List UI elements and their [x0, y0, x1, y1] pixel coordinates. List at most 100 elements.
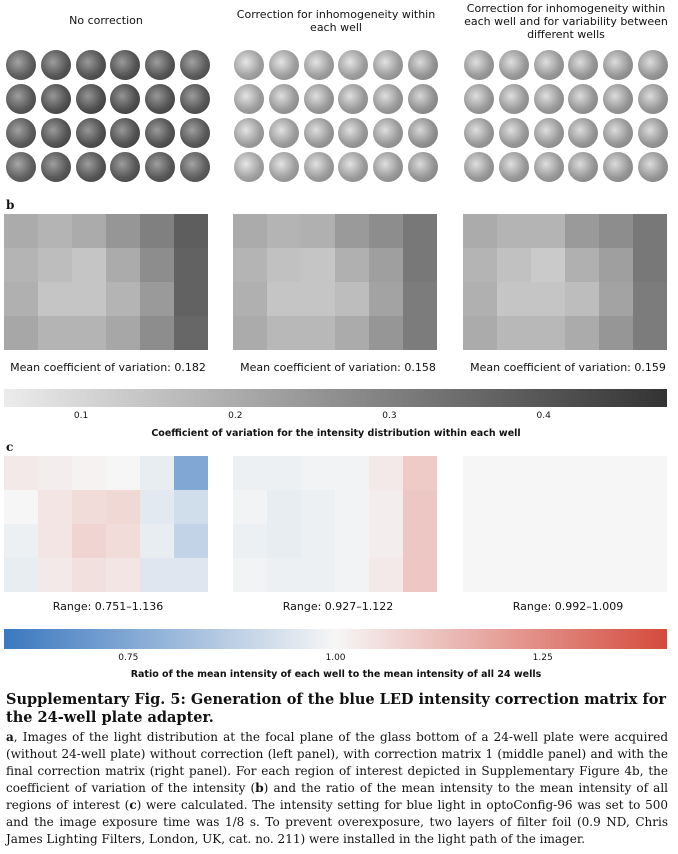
well-22: [110, 152, 141, 182]
well-14: [40, 118, 71, 148]
ratio-cell-23: [140, 558, 174, 592]
column-title-within-and-between: Correction for inhomogeneity within each…: [464, 2, 668, 41]
well-16: [568, 118, 599, 148]
ratio-cell-22: [335, 558, 369, 592]
ratio-cell-4: [335, 456, 369, 490]
cv-cell-6: [633, 214, 667, 248]
cv-cell-23: [599, 316, 633, 350]
cv-cell-21: [72, 316, 106, 350]
ratio-cell-6: [633, 456, 667, 490]
cv-colorbar-title: Coefficient of variation for the intensi…: [151, 428, 521, 439]
cv-cell-15: [72, 282, 106, 316]
ratio-cell-17: [599, 524, 633, 558]
well-6: [179, 50, 210, 80]
ratio-colorbar: [4, 629, 667, 649]
colorbar-tick-label: 0.4: [536, 411, 551, 421]
well-2: [268, 50, 299, 80]
cv-cell-9: [531, 248, 565, 282]
cv-cell-18: [633, 282, 667, 316]
cv-cell-5: [140, 214, 174, 248]
caption-label-b: b: [255, 781, 264, 795]
well-10: [338, 84, 369, 114]
colorbar-tick-label: 0.2: [228, 411, 243, 421]
cv-cell-2: [267, 214, 301, 248]
cv-cell-3: [531, 214, 565, 248]
ratio-cell-12: [403, 490, 437, 524]
cv-cell-13: [463, 282, 497, 316]
cv-cell-1: [463, 214, 497, 248]
well-10: [110, 84, 141, 114]
well-1: [464, 50, 495, 80]
well-17: [602, 118, 633, 148]
cv-cell-10: [335, 248, 369, 282]
well-18: [179, 118, 210, 148]
ratio-cell-14: [497, 524, 531, 558]
caption-title: Supplementary Fig. 5: Generation of the …: [6, 691, 667, 726]
well-6: [637, 50, 668, 80]
cv-cell-12: [174, 248, 208, 282]
ratio-cell-12: [174, 490, 208, 524]
cv-cell-22: [106, 316, 140, 350]
ratio-cell-9: [301, 490, 335, 524]
well-15: [303, 118, 334, 148]
ratio-cell-18: [174, 524, 208, 558]
cv-cell-6: [403, 214, 437, 248]
well-6: [407, 50, 438, 80]
cv-cell-17: [369, 282, 403, 316]
cv-cell-14: [267, 282, 301, 316]
ratio-cell-7: [233, 490, 267, 524]
well-3: [533, 50, 564, 80]
caption-label-c: c: [129, 798, 137, 812]
well-7: [464, 84, 495, 114]
ratio-cell-8: [267, 490, 301, 524]
ratio-cell-23: [599, 558, 633, 592]
ratio-cell-20: [267, 558, 301, 592]
well-24: [179, 152, 210, 182]
cv-cell-3: [301, 214, 335, 248]
cv-cell-17: [599, 282, 633, 316]
colorbar-tick-label: 0.3: [382, 411, 397, 421]
cv-cell-3: [72, 214, 106, 248]
ratio-cell-5: [599, 456, 633, 490]
well-12: [179, 84, 210, 114]
ratio-cell-18: [633, 524, 667, 558]
cv-cell-10: [565, 248, 599, 282]
cv-cell-21: [531, 316, 565, 350]
cv-cell-11: [369, 248, 403, 282]
well-21: [75, 152, 106, 182]
ratio-cell-3: [72, 456, 106, 490]
well-18: [637, 118, 668, 148]
ratio-cell-3: [301, 456, 335, 490]
well-7: [234, 84, 265, 114]
ratio-cell-24: [633, 558, 667, 592]
well-15: [533, 118, 564, 148]
caption-text-1: , Images of the light distribution at th…: [6, 730, 668, 795]
range-within-well: Range: 0.927–1.122: [282, 600, 394, 613]
cv-cell-7: [4, 248, 38, 282]
ratio-cell-2: [497, 456, 531, 490]
ratio-cell-23: [369, 558, 403, 592]
well-21: [533, 152, 564, 182]
ratio-cell-18: [403, 524, 437, 558]
cv-cell-20: [38, 316, 72, 350]
panel-letter-b: b: [6, 198, 15, 212]
ratio-cell-10: [106, 490, 140, 524]
ratio-heatmap-within-and-between: [463, 456, 667, 592]
well-2: [40, 50, 71, 80]
well-2: [498, 50, 529, 80]
ratio-cell-13: [4, 524, 38, 558]
well-17: [372, 118, 403, 148]
cv-cell-17: [140, 282, 174, 316]
well-8: [268, 84, 299, 114]
ratio-cell-9: [72, 490, 106, 524]
cv-cell-4: [335, 214, 369, 248]
ratio-cell-6: [403, 456, 437, 490]
cv-cell-23: [140, 316, 174, 350]
well-20: [498, 152, 529, 182]
cv-cell-9: [72, 248, 106, 282]
cv-cell-6: [174, 214, 208, 248]
ratio-heatmap-no-correction: [4, 456, 208, 592]
ratio-cell-11: [140, 490, 174, 524]
cv-cell-14: [497, 282, 531, 316]
caption-text-2: ) and the ratio of the mean intensity to…: [6, 781, 669, 812]
